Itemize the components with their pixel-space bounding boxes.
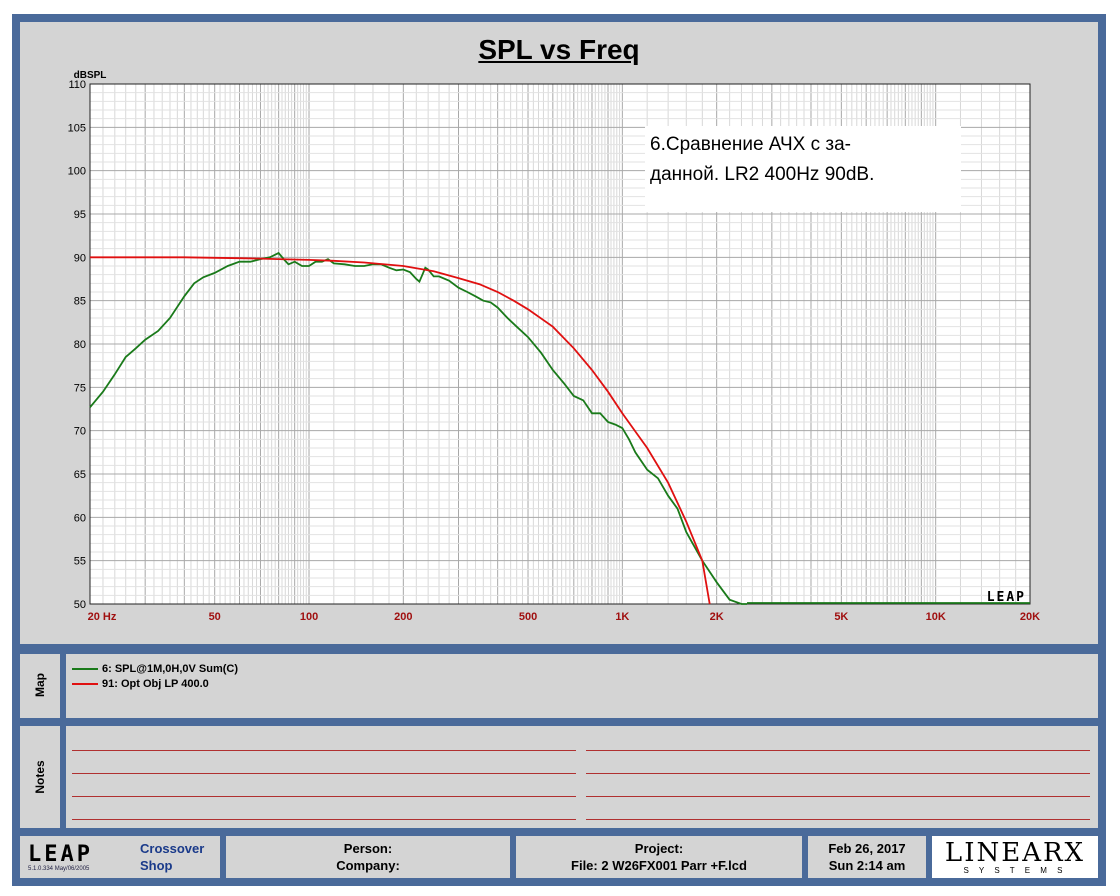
x-tick-label: 5K: [834, 611, 848, 623]
note-line[interactable]: [586, 796, 1090, 797]
map-label: Map: [33, 673, 47, 697]
note-line[interactable]: [586, 773, 1090, 774]
person-label: Person:: [343, 841, 393, 856]
annotation-text: данной. LR2 400Hz 90dB.: [650, 164, 874, 185]
app-name-line1: Crossover: [140, 841, 205, 856]
note-line[interactable]: [72, 819, 576, 820]
x-tick-label: 100: [300, 611, 318, 623]
legend-item: 91: Opt Obj LP 400.0: [72, 678, 209, 690]
x-tick-label: 50: [209, 611, 221, 623]
leap-logo: LEAP: [28, 842, 93, 867]
plot-border: [89, 83, 1031, 605]
y-tick-label: 55: [74, 556, 86, 568]
y-tick-label: 70: [74, 426, 86, 438]
version-label: 5.1.0.334 May/06/2005: [28, 866, 90, 872]
series-line: [90, 256, 711, 605]
annotation-box: [645, 126, 961, 212]
note-line[interactable]: [72, 750, 576, 751]
y-tick-label: 95: [74, 209, 86, 221]
map-panel: 6: SPL@1M,0H,0V Sum(C) 91: Opt Obj LP 40…: [66, 654, 1098, 718]
y-tick-label: 85: [74, 296, 86, 308]
footer-project-box: Project: File: 2 W26FX001 Parr +F.lcd: [516, 836, 802, 878]
legend-swatch-green: [72, 668, 98, 670]
y-tick-label: 65: [74, 469, 86, 481]
file-label: File: 2 W26FX001 Parr +F.lcd: [571, 858, 747, 873]
note-line[interactable]: [72, 773, 576, 774]
y-tick-label: 90: [74, 252, 86, 264]
x-tick-label: 20 Hz: [88, 611, 117, 623]
note-line[interactable]: [586, 750, 1090, 751]
project-label: Project:: [634, 841, 684, 856]
x-tick-label: 500: [519, 611, 537, 623]
notes-panel: [66, 726, 1098, 828]
series-line: [89, 251, 747, 605]
leap-watermark: LEAP: [987, 590, 1026, 605]
map-tab: Map: [20, 654, 60, 718]
legend-swatch-red: [72, 683, 98, 685]
time-label: Sun 2:14 am: [828, 858, 906, 873]
x-tick-label: 20K: [1020, 611, 1040, 623]
chart-title: SPL vs Freq: [478, 34, 640, 65]
notes-tab: Notes: [20, 726, 60, 828]
company-label: Company:: [336, 858, 400, 873]
y-axis-label: dBSPL: [74, 70, 107, 81]
footer-date-box: Feb 26, 2017 Sun 2:14 am: [808, 836, 926, 878]
app-name-line2: Shop: [140, 858, 173, 873]
annotation-text: 6.Сравнение АЧХ с за-: [650, 134, 851, 155]
y-tick-label: 100: [68, 166, 86, 178]
footer-logo-box: LEAP 5.1.0.334 May/06/2005 Crossover Sho…: [20, 836, 220, 878]
legend-label: 91: Opt Obj LP 400.0: [102, 678, 209, 690]
note-line[interactable]: [586, 819, 1090, 820]
date-label: Feb 26, 2017: [828, 841, 906, 856]
y-tick-label: 60: [74, 512, 86, 524]
x-tick-label: 200: [394, 611, 412, 623]
linearx-logo: LINEARX: [944, 838, 1086, 868]
y-tick-label: 50: [74, 599, 86, 611]
x-tick-label: 10K: [926, 611, 946, 623]
y-tick-label: 80: [74, 339, 86, 351]
footer-brand-box: LINEARX S Y S T E M S: [932, 836, 1098, 878]
y-tick-label: 75: [74, 382, 86, 394]
notes-label: Notes: [33, 760, 47, 794]
y-tick-label: 110: [68, 79, 86, 91]
footer-person-box: Person: Company:: [226, 836, 510, 878]
x-tick-label: 1K: [615, 611, 629, 623]
note-line[interactable]: [72, 796, 576, 797]
plot-panel: SPL vs Freq 110 105 100 95 90 85 80 75 70 65 60 55 5…: [20, 22, 1098, 644]
linearx-systems: S Y S T E M S: [963, 866, 1067, 875]
y-tick-label: 105: [68, 122, 86, 134]
x-tick-label: 2K: [710, 611, 724, 623]
legend-label: 6: SPL@1M,0H,0V Sum(C): [102, 663, 239, 675]
legend-item: 6: SPL@1M,0H,0V Sum(C): [72, 663, 238, 675]
